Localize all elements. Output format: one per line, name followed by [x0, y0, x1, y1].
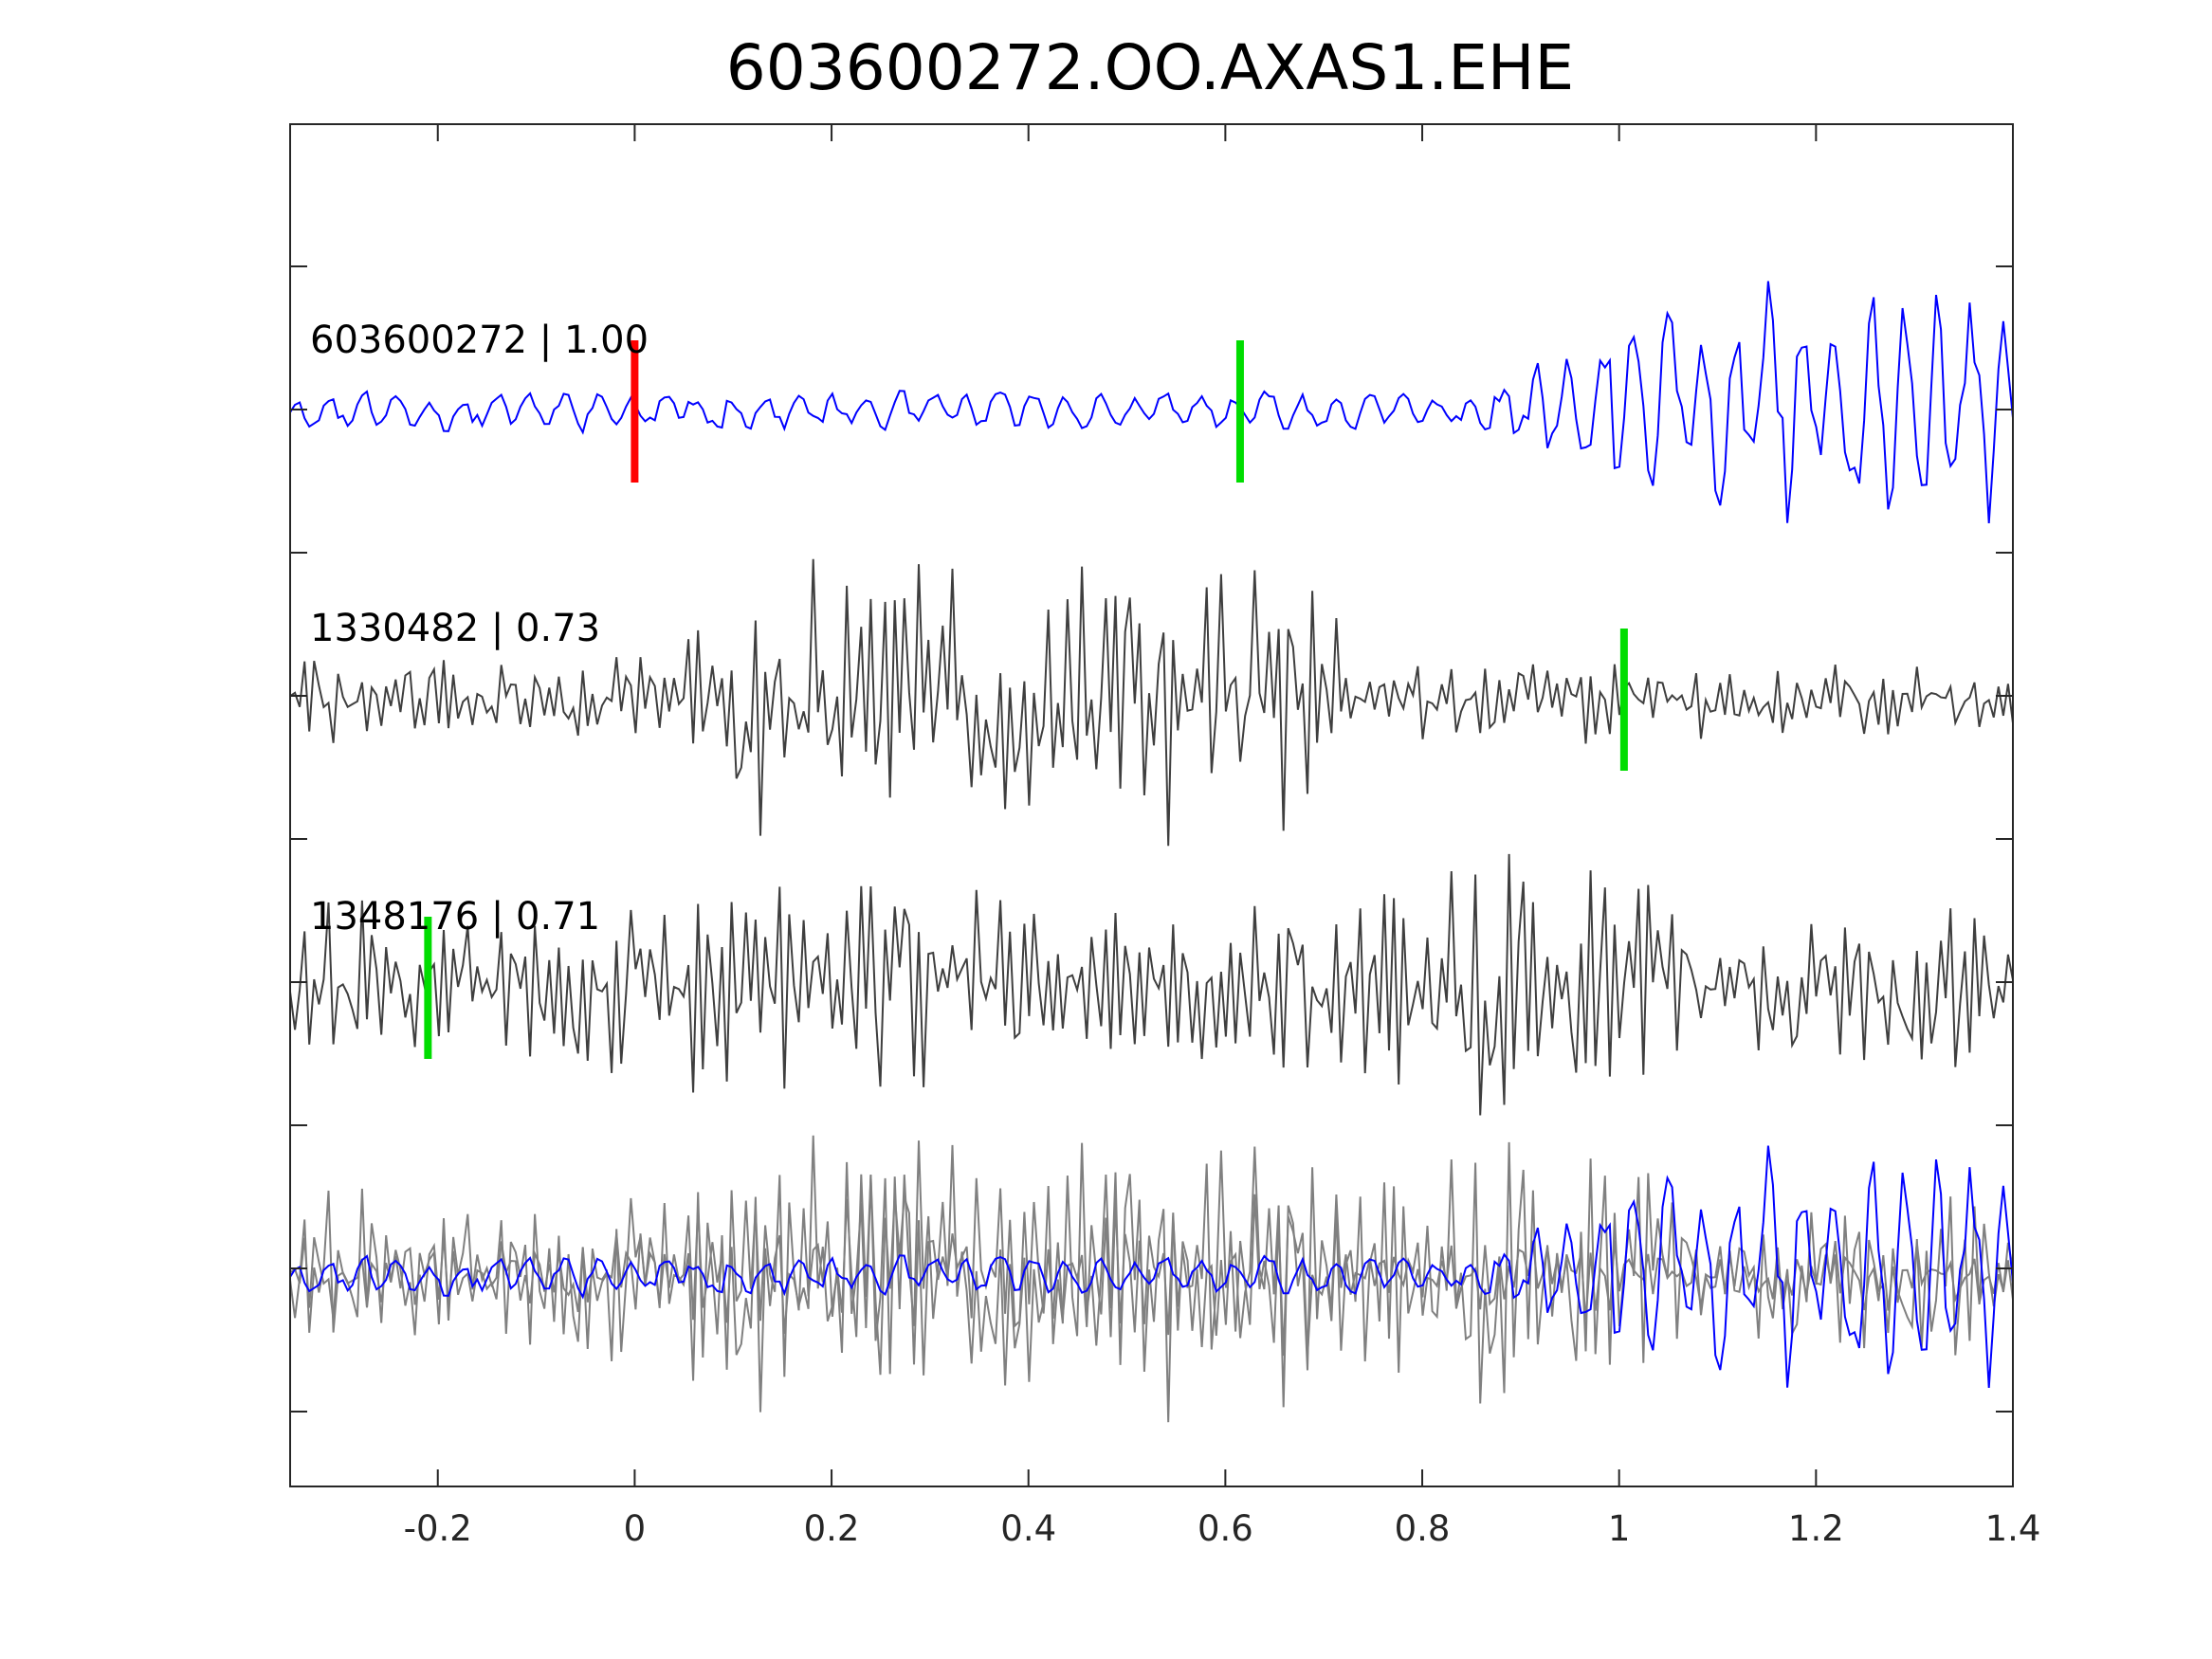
axis-ticks: [290, 124, 2014, 1486]
trace-line-603600272: [289, 281, 2014, 523]
trace-line-1348176: [289, 853, 2014, 1116]
overlay-trace-1348176: [289, 1141, 2014, 1404]
overlay-trace-603600272: [289, 1145, 2014, 1388]
overlay-layer: [289, 1135, 2014, 1423]
trace-labels: 603600272 | 1.00 1330482 | 0.73 1348176 | …: [310, 319, 649, 939]
trace-layer: [289, 281, 2014, 1116]
x-tick-label: 1.2: [1788, 1508, 1844, 1549]
plot-area: [289, 123, 2014, 1487]
trace-label-1330482: 1330482 | 0.73: [310, 607, 600, 650]
x-tick-label: 0.4: [1000, 1508, 1056, 1549]
x-tick-label: 0: [624, 1508, 647, 1549]
x-axis-tick-labels: -0.2 0 0.2 0.4 0.6 0.8 1 1.2 1.4: [404, 1508, 2041, 1549]
chart-title: 603600272.OO.AXAS1.EHE: [726, 31, 1575, 104]
trace-label-603600272: 603600272 | 1.00: [310, 319, 649, 362]
x-tick-label: 0.2: [804, 1508, 860, 1549]
x-tick-label: 0.6: [1197, 1508, 1253, 1549]
x-tick-label: 0.8: [1395, 1508, 1451, 1549]
trace-label-1348176: 1348176 | 0.71: [310, 895, 600, 939]
x-tick-label: -0.2: [404, 1508, 472, 1549]
trace-line-1330482: [289, 558, 2014, 847]
x-tick-label: 1.4: [1985, 1508, 2041, 1549]
x-tick-label: 1: [1608, 1508, 1631, 1549]
pick-layer: [424, 340, 1628, 1059]
